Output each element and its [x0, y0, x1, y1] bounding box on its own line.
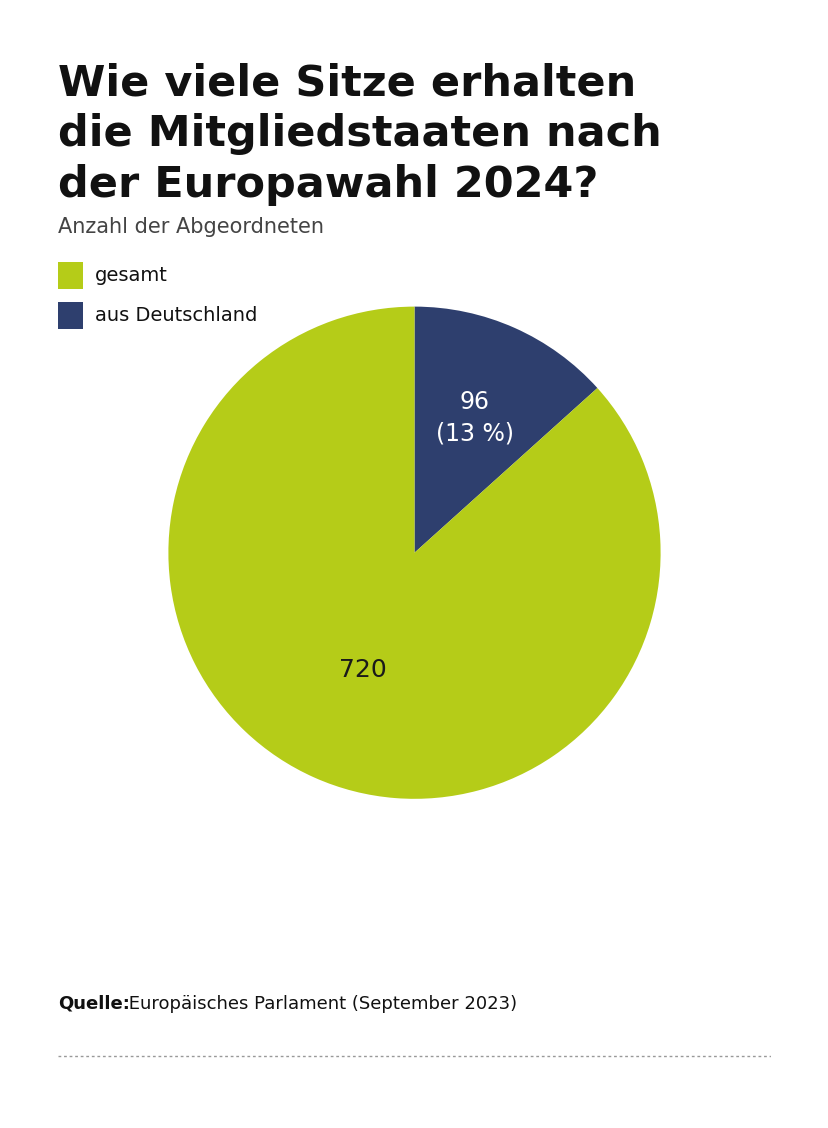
Wedge shape — [168, 307, 660, 799]
Text: der Europawahl 2024?: der Europawahl 2024? — [58, 164, 598, 205]
Text: Anzahl der Abgeordneten: Anzahl der Abgeordneten — [58, 217, 324, 237]
Text: 720: 720 — [338, 658, 386, 681]
Text: Wie viele Sitze erhalten: Wie viele Sitze erhalten — [58, 62, 636, 104]
Text: die Mitgliedstaaten nach: die Mitgliedstaaten nach — [58, 113, 661, 155]
Text: 96
(13 %): 96 (13 %) — [435, 390, 513, 446]
Wedge shape — [414, 307, 597, 553]
Text: aus Deutschland: aus Deutschland — [95, 307, 258, 325]
Text: Europäisches Parlament (September 2023): Europäisches Parlament (September 2023) — [123, 995, 516, 1013]
Text: gesamt: gesamt — [95, 266, 168, 284]
Text: Quelle:: Quelle: — [58, 995, 130, 1013]
